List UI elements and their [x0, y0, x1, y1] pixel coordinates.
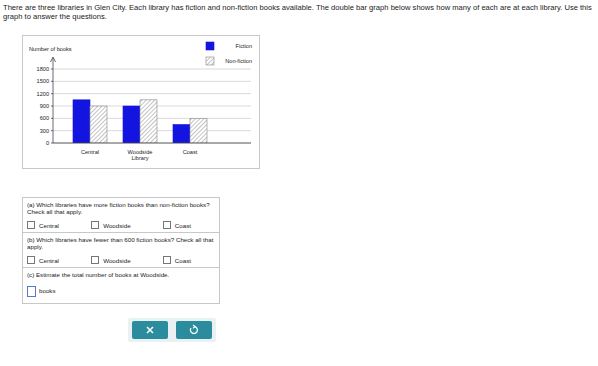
chart: Number of books 0 300 600 900 1200 1500 1800 Cen… — [23, 36, 259, 168]
grid-line — [53, 81, 251, 82]
option-label: Central — [39, 257, 59, 264]
y-label: Number of books — [29, 46, 72, 52]
grid-line — [53, 143, 251, 144]
x-label: Library — [131, 155, 148, 161]
grid-line — [53, 93, 251, 94]
tick-label: 1200 — [37, 91, 49, 97]
checkbox[interactable] — [163, 221, 171, 229]
bar — [90, 106, 107, 143]
option[interactable]: Coast — [163, 256, 191, 264]
tick-label: 1800 — [37, 66, 49, 72]
option[interactable]: Coast — [163, 221, 191, 229]
legend-label: Fiction — [236, 43, 252, 49]
bar — [190, 118, 207, 143]
question-text: (a) Which libraries have more fiction bo… — [27, 201, 215, 215]
option[interactable]: Central — [27, 221, 59, 229]
checkbox[interactable] — [91, 221, 99, 229]
tick-label: 300 — [40, 128, 49, 134]
option[interactable]: Woodside — [91, 221, 130, 229]
questions: (a) Which libraries have more fiction bo… — [22, 197, 220, 304]
tick-label: 0 — [46, 140, 49, 146]
option[interactable]: Central — [27, 256, 59, 264]
tick-label: 1500 — [37, 78, 49, 84]
option-label: Woodside — [103, 222, 130, 229]
legend-label: Non-fiction — [225, 58, 252, 64]
chart-box: Number of books 0 300 600 900 1200 1500 1800 Cen… — [22, 35, 260, 169]
buttons — [128, 318, 216, 342]
question: (b) Which libraries have fewer than 600 … — [23, 233, 219, 268]
reset-icon — [176, 321, 212, 339]
checkbox[interactable] — [27, 256, 35, 264]
answer: books — [27, 286, 215, 297]
category-label: Central — [81, 149, 99, 155]
question: (c) Estimate the total number of books a… — [23, 268, 219, 303]
tick-label: 600 — [40, 115, 49, 121]
legend-swatch — [206, 42, 214, 50]
checkbox[interactable] — [163, 256, 171, 264]
question-text: (c) Estimate the total number of books a… — [27, 271, 215, 278]
x-axis — [53, 143, 251, 144]
options: Central Woodside Coast — [27, 221, 215, 229]
options: Central Woodside Coast — [27, 256, 215, 264]
question-text: (b) Which libraries have fewer than 600 … — [27, 236, 215, 250]
bar — [73, 100, 90, 143]
checkbox[interactable] — [27, 221, 35, 229]
option-label: Central — [39, 222, 59, 229]
reset-button[interactable] — [176, 321, 212, 339]
checkbox[interactable] — [91, 256, 99, 264]
grid-line — [53, 69, 251, 70]
question: (a) Which libraries have more fiction bo… — [23, 198, 219, 233]
bar — [140, 100, 157, 143]
legend-swatch — [206, 57, 214, 65]
bar — [173, 125, 190, 144]
category-label: Coast — [183, 149, 198, 155]
option[interactable]: Woodside — [91, 256, 130, 264]
clear-button[interactable] — [132, 321, 168, 339]
option-label: Woodside — [103, 257, 130, 264]
option-label: Coast — [175, 222, 191, 229]
bar — [123, 106, 140, 143]
intro: There are three libraries in Glen City. … — [3, 3, 593, 21]
clear-icon — [132, 321, 168, 339]
option-label: Coast — [175, 257, 191, 264]
y-axis — [53, 58, 54, 143]
bars — [73, 100, 207, 143]
answer-input[interactable] — [27, 286, 36, 297]
axis-arrow — [51, 57, 56, 62]
tick-label: 900 — [40, 103, 49, 109]
unit: books — [39, 287, 56, 294]
